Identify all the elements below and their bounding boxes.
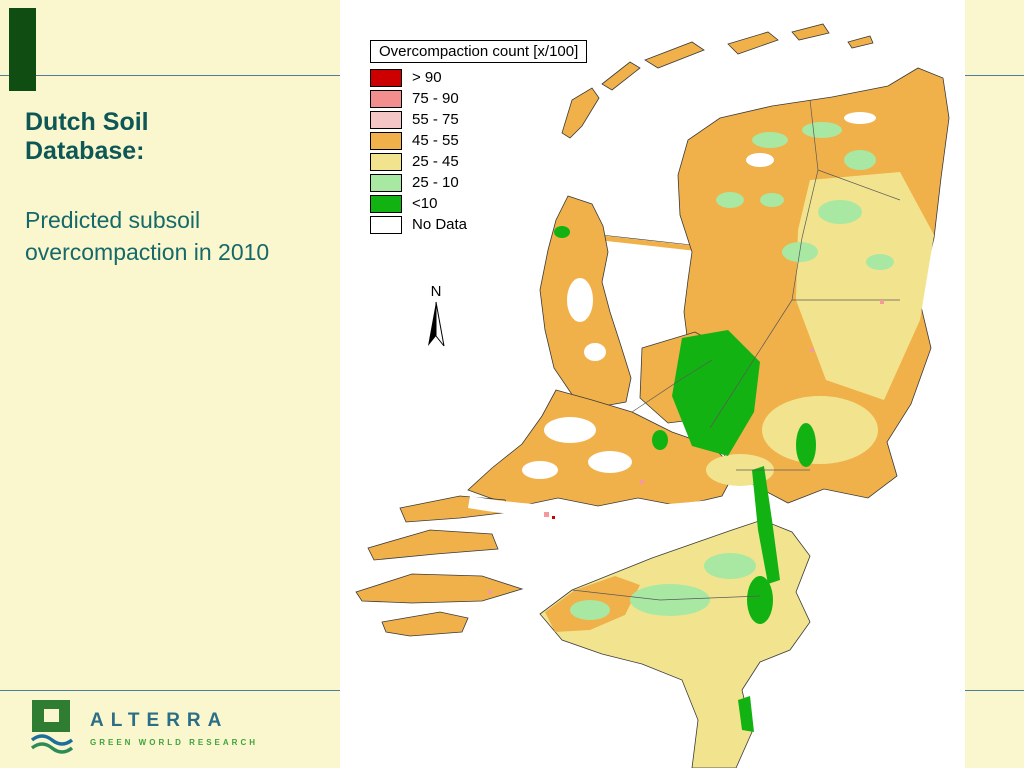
afsluitdijk (601, 235, 693, 251)
corner-accent-block (9, 8, 36, 91)
map-province-borders (571, 99, 901, 601)
legend-swatch (370, 215, 402, 234)
legend-row: 25 - 10 (370, 172, 587, 193)
map-patch (796, 172, 934, 400)
legend-swatch (370, 68, 402, 87)
map-legend: Overcompaction count [x/100] > 90 75 - 9… (370, 40, 588, 235)
map-patches-no-data (468, 112, 876, 519)
legend-row: <10 (370, 193, 587, 214)
compass-needle-icon (428, 301, 445, 347)
legend-rows: > 90 75 - 90 55 - 75 45 - 55 25 - 45 25 … (370, 67, 587, 235)
legend-label: 45 - 55 (412, 132, 459, 149)
title-block: Dutch Soil Database: Predicted subsoil o… (25, 108, 275, 269)
alterra-logo: ALTERRA GREEN WORLD RESEARCH (28, 698, 258, 756)
legend-label: No Data (412, 216, 468, 233)
legend-row: > 90 (370, 67, 587, 88)
legend-swatch (370, 194, 402, 213)
map-patches-green (554, 226, 816, 732)
netherlands-map (355, 23, 950, 768)
legend-row: 55 - 75 (370, 109, 587, 130)
alterra-logo-icon (30, 700, 74, 754)
logo-tagline: GREEN WORLD RESEARCH (90, 738, 259, 747)
north-label: N (430, 283, 442, 300)
afsluitdijk-edge (601, 234, 693, 246)
legend-row: 25 - 45 (370, 151, 587, 172)
legend-label: <10 (412, 195, 438, 212)
legend-label: 75 - 90 (412, 90, 459, 107)
legend-swatch (370, 110, 402, 129)
legend-swatch (370, 152, 402, 171)
map-patch (762, 396, 878, 464)
map-region-zeeland (355, 495, 524, 637)
legend-swatch (370, 131, 402, 150)
map-patches-light-green (570, 122, 894, 620)
page-subtitle: Predicted subsoil overcompaction in 2010 (25, 206, 270, 266)
legend-row: No Data (370, 214, 587, 235)
legend-row: 45 - 55 (370, 130, 587, 151)
legend-row: 75 - 90 (370, 88, 587, 109)
legend-swatch (370, 89, 402, 108)
map-panel: Overcompaction count [x/100] > 90 75 - 9… (340, 0, 965, 768)
legend-label: 55 - 75 (412, 111, 459, 128)
map-high-count-dots (488, 300, 884, 594)
legend-swatch (370, 173, 402, 192)
legend-label: 25 - 10 (412, 174, 459, 191)
alterra-logo-text: ALTERRA GREEN WORLD RESEARCH (90, 698, 258, 747)
logo-name: ALTERRA (90, 710, 229, 731)
legend-label: > 90 (412, 69, 442, 86)
north-arrow: N (420, 283, 452, 357)
legend-title: Overcompaction count [x/100] (370, 40, 588, 63)
page-title: Dutch Soil Database: (25, 108, 149, 165)
map-islands (561, 23, 874, 139)
legend-label: 25 - 45 (412, 153, 459, 170)
